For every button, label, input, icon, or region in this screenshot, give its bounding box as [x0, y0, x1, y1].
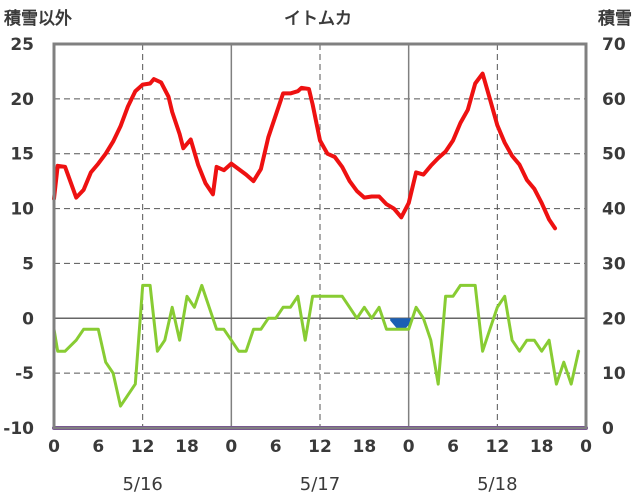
x-tick-label: 18 [175, 437, 199, 457]
right-tick-label: 20 [602, 309, 626, 329]
plot-frame [52, 42, 588, 430]
left-tick-label: 20 [10, 90, 34, 110]
date-label: 5/17 [300, 474, 340, 495]
right-tick-label: 40 [602, 200, 626, 220]
right-tick-label: 50 [602, 145, 626, 165]
right-tick-label: 0 [602, 419, 614, 439]
x-tick-label: 6 [447, 437, 459, 457]
left-tick-label: 0 [22, 309, 34, 329]
x-tick-label: 0 [580, 437, 592, 457]
x-tick-label: 6 [270, 437, 282, 457]
left-tick-label: -10 [3, 419, 34, 439]
right-tick-label: 70 [602, 35, 626, 55]
date-label: 5/18 [477, 474, 517, 495]
x-tick-label: 0 [403, 437, 415, 457]
x-tick-label: 12 [485, 437, 509, 457]
x-tick-label: 0 [225, 437, 237, 457]
left-tick-label: 10 [10, 200, 34, 220]
x-tick-label: 12 [131, 437, 155, 457]
left-axis-label: 積雪以外 [4, 8, 72, 29]
left-tick-label: 5 [22, 254, 34, 274]
x-tick-label: 18 [352, 437, 376, 457]
right-tick-label: 60 [602, 90, 626, 110]
chart-title: イトムカ [284, 9, 352, 29]
left-tick-label: 25 [10, 35, 34, 55]
x-tick-label: 0 [48, 437, 60, 457]
right-tick-label: 30 [602, 254, 626, 274]
x-tick-label: 12 [308, 437, 332, 457]
temperature-line [52, 71, 557, 231]
wind-line [52, 283, 581, 408]
x-tick-label: 6 [92, 437, 104, 457]
x-tick-label: 18 [530, 437, 554, 457]
right-axis-label: 積雪 [598, 8, 632, 29]
right-tick-label: 10 [602, 364, 626, 384]
left-tick-label: -5 [15, 364, 34, 384]
left-tick-label: 15 [10, 145, 34, 165]
date-label: 5/16 [122, 474, 162, 495]
precipitation-area [390, 318, 413, 330]
